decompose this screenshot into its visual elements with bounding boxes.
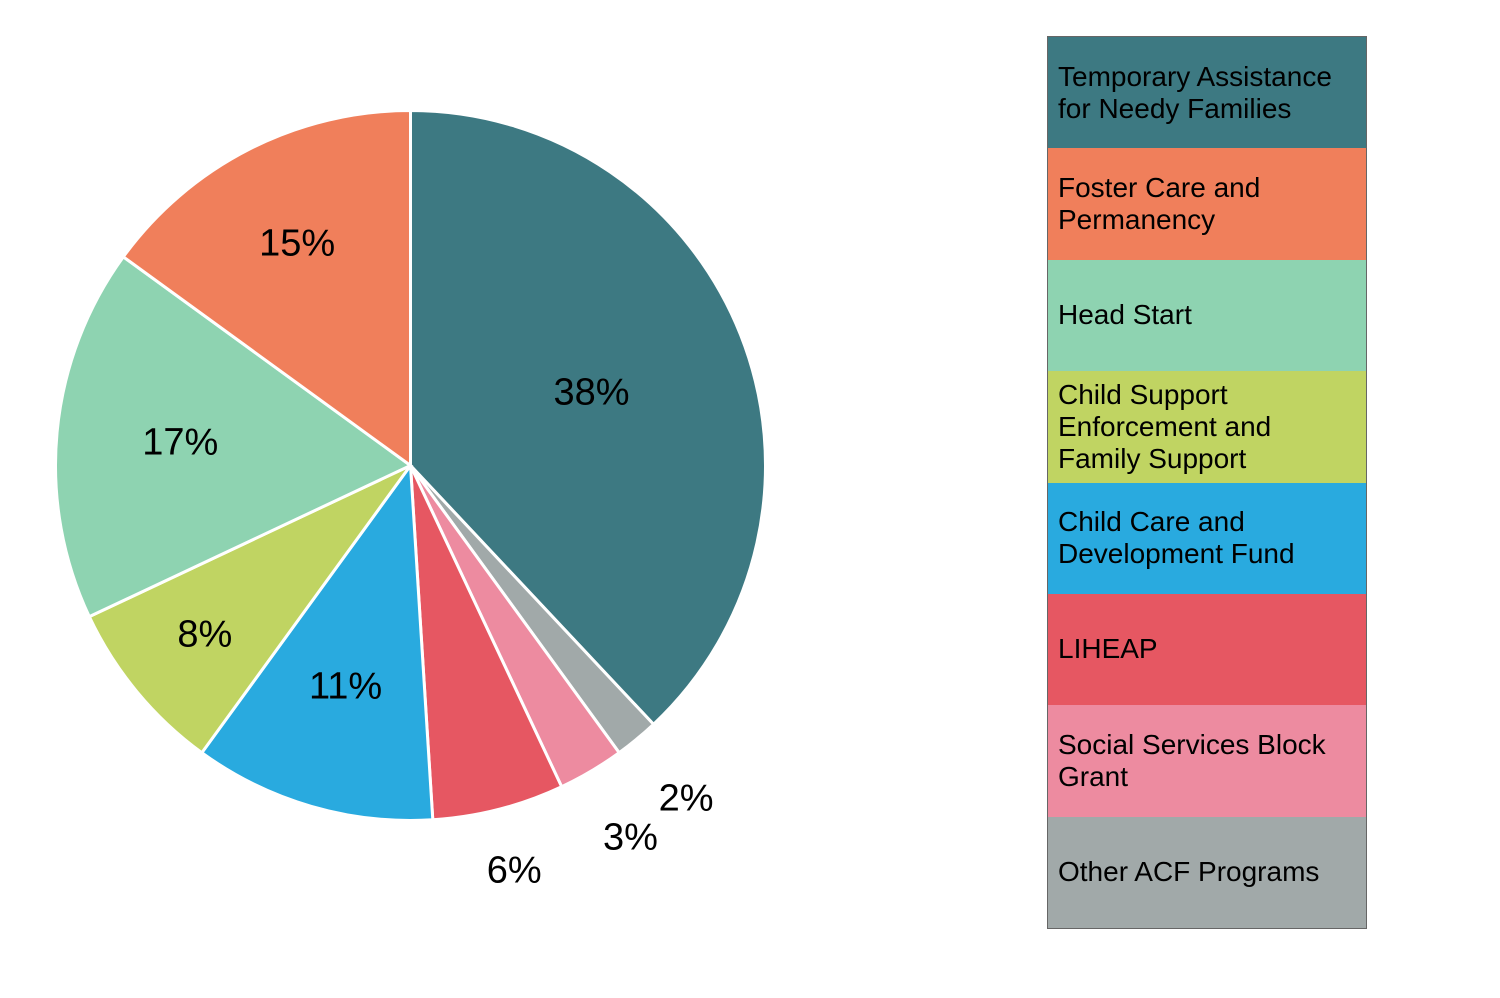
legend-item: LIHEAP — [1048, 594, 1366, 705]
pie-slice-label: 11% — [309, 665, 382, 708]
legend-item: Child Support Enforcement and Family Sup… — [1048, 371, 1366, 482]
pie-slice-label: 3% — [603, 816, 658, 859]
legend-item: Foster Care and Permanency — [1048, 148, 1366, 259]
legend-item-label: Social Services Block Grant — [1048, 723, 1366, 799]
pie-chart — [0, 0, 943, 998]
pie-slice-label: 8% — [177, 613, 232, 656]
legend-item: Social Services Block Grant — [1048, 705, 1366, 816]
pie-slice-label: 6% — [487, 849, 542, 892]
legend-item: Child Care and Development Fund — [1048, 483, 1366, 594]
chart-container: 38% 2%3% 6% 11% 8% 17% 15% Temporary Assistanc… — [0, 0, 1500, 996]
pie-slice-label: 15% — [259, 222, 335, 265]
legend-item-label: Child Care and Development Fund — [1048, 500, 1366, 576]
pie-slice-label: 2% — [659, 777, 714, 820]
legend-item-label: Foster Care and Permanency — [1048, 166, 1366, 242]
legend-item: Head Start — [1048, 260, 1366, 371]
legend-item: Temporary Assistance for Needy Families — [1048, 37, 1366, 148]
legend-item-label: Other ACF Programs — [1048, 850, 1333, 894]
legend-item-label: LIHEAP — [1048, 627, 1172, 671]
legend-item-label: Child Support Enforcement and Family Sup… — [1048, 373, 1366, 482]
legend-item: Other ACF Programs — [1048, 817, 1366, 928]
legend-item-label: Head Start — [1048, 293, 1206, 337]
legend: Temporary Assistance for Needy Families F… — [1047, 36, 1367, 929]
legend-item-label: Temporary Assistance for Needy Families — [1048, 55, 1366, 131]
pie-slice-label: 38% — [554, 372, 630, 415]
pie-slice-label: 17% — [142, 422, 218, 465]
